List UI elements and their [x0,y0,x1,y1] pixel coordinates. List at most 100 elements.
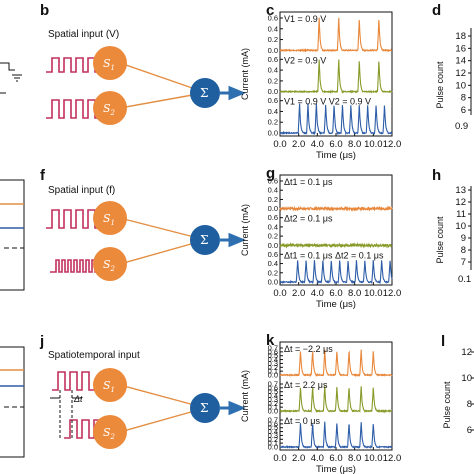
pulse-train-f1 [46,209,102,229]
panel-h-xtick: 0.1 [458,274,471,285]
y-tick-label: 0.2 [268,118,278,127]
x-tick-label: 6.0 [329,453,342,464]
y-tick-label: 0.5 [268,387,278,396]
panel-letter-f: f [40,167,46,184]
series-annotation-1: V1 = 0.9 V [284,14,326,24]
x-tick-label: 4.0 [311,453,324,464]
right-y-tick-label: 10 [455,80,466,91]
right-y-tick-label: 12 [455,68,466,79]
panel-j-title: Spatiotemporal input [48,350,140,361]
y-tick-label: 0.4 [268,259,278,268]
y-tick-label: 0.2 [268,399,278,408]
x-tick-label: 12.0 [383,288,402,299]
synapse-line-1 [119,62,199,91]
neuron-j-s1 [93,368,127,402]
panel-letter-c: c [266,2,274,19]
y-tick-label: 0.0 [268,443,278,452]
x-tick-label: 0.0 [273,288,286,299]
panel-j-schematic: j Spatiotemporal input Δt S1 S2 Σ [39,333,246,449]
y-tick-label: 0.0 [268,278,278,287]
neuron-f-s2 [93,247,127,281]
panel-letter-b: b [40,2,49,19]
panel-letter-g: g [266,165,275,182]
right-y-tick-label: 8 [467,399,472,410]
y-tick-label: 0.2 [268,35,278,44]
neuron-s2-label: S2 [103,102,116,117]
x-tick-label: 0.0 [273,453,286,464]
y-tick-label: 0.7 [268,416,278,425]
y-tick-label: 0.4 [268,222,278,231]
right-y-tick-label: 16 [455,43,466,54]
y-tick-label: 0.0 [268,371,278,380]
y-tick-label: 0.1 [268,367,278,376]
summation-symbol: Σ [200,86,208,100]
x-axis-label: Time (μs) [316,464,356,474]
right-y-tick-label: 6 [467,425,472,436]
panel-d-ylabel: Pulse count [435,61,445,109]
series-annotation-3: Δt1 = 0.1 μs Δt2 = 0.1 μs [284,250,384,260]
panel-b-schematic: b Spatial input (V) S1 S2 Σ [40,2,246,125]
neuron-j-s2 [93,415,127,449]
series-line-1 [279,349,393,378]
y-tick-label: 0.4 [268,427,278,436]
y-tick-label: 0.4 [268,66,278,75]
right-y-tick-label: 9 [461,233,466,244]
y-tick-label: 0.4 [268,355,278,364]
right-y-tick-label: 11 [456,209,466,220]
y-axis-label: Current (mA) [240,48,250,100]
summation-node-j [190,393,220,423]
synapse-line-j1 [119,384,199,407]
series-line-3 [279,103,393,136]
chart-panel-k: k Current (mA) Time (μs) 0.0 2.0 4.0 6.0 8.0 10.… [240,332,401,474]
series-annotation-1: Δt = −2.2 μs [284,344,333,354]
series-line-3 [279,421,393,450]
chart-panel-c: c Current (mA) Time (μs) 0.0 2.0 4.0 6.0 8.0 10.… [240,2,401,161]
y-tick-label: 0.2 [268,268,278,277]
y-tick-label: 0.1 [268,403,278,412]
pulse-train-f2 [50,259,100,273]
cropped-plot-frame-i [0,346,25,458]
y-tick-label: 0.0 [268,204,278,213]
y-tick-label: 0.6 [268,250,278,259]
y-tick-label: 0.6 [268,96,278,105]
panel-h-ylabel: Pulse count [435,216,445,264]
summation-symbol-j: Σ [200,401,208,415]
panel-f-schematic: f Spatial input (f) S1 S2 Σ [40,167,246,281]
summation-node-f [190,225,220,255]
right-y-tick-label: 10 [461,373,472,384]
right-y-tick-label: 7 [461,257,466,268]
y-tick-label: 0.2 [268,363,278,372]
y-tick-label: 0.7 [268,344,278,353]
y-tick-label: 0.6 [268,383,278,392]
neuron-j-s2-label: S2 [103,426,116,441]
y-tick-label: 0.0 [268,87,278,96]
pulse-train-2 [46,99,102,119]
right-y-tick-label: 18 [455,31,466,42]
cropped-circuit-line [0,62,15,71]
synapse-line-f1 [119,217,199,239]
neuron-s2 [93,91,127,125]
x-axis-label: Time (μs) [316,299,356,310]
synapse-line-2 [119,93,199,109]
panel-letter-k: k [266,332,275,349]
x-tick-label: 10.0 [364,288,383,299]
summation-node [190,78,220,108]
x-tick-label: 4.0 [311,139,324,150]
synapse-line-f2 [119,241,199,265]
y-tick-label: 0.7 [268,380,278,389]
panel-l-ylabel: Pulse count [442,381,452,429]
y-tick-label: 0.4 [268,24,278,33]
y-tick-label: 0.5 [268,423,278,432]
series-line-1 [279,17,393,53]
panel-f-title: Spatial input (f) [48,185,115,196]
y-tick-label: 0.6 [268,347,278,356]
x-tick-label: 12.0 [383,453,402,464]
y-axis-label: Current (mA) [240,370,250,422]
y-tick-label: 0.2 [268,435,278,444]
summation-symbol-f: Σ [200,233,208,247]
chart-panel-g: g Current (mA) Time (μs) 0.0 2.0 4.0 6.0 8.0 10.… [240,165,401,310]
y-tick-label: 0.0 [268,129,278,138]
right-y-tick-label: 8 [461,245,466,256]
